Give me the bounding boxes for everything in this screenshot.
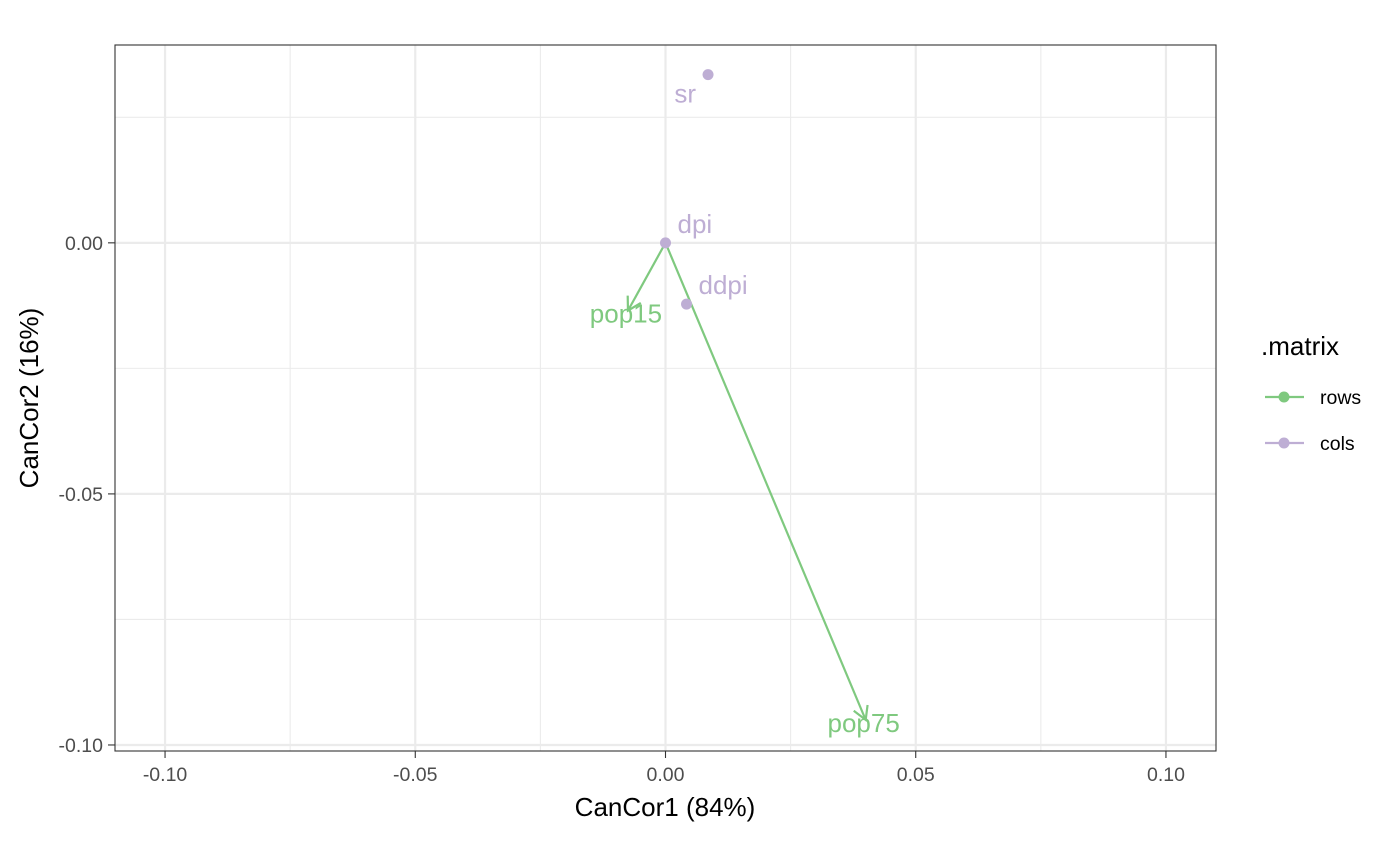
- point-labels: pop15 pop75 sr dpi ddpi: [590, 79, 900, 738]
- x-tick-label: 0.10: [1147, 764, 1185, 786]
- arrow-head-pop15: [626, 295, 642, 313]
- legend-title: .matrix: [1261, 331, 1339, 361]
- y-axis: -0.10 -0.05 0.00: [59, 233, 115, 757]
- x-tick-label: 0.05: [897, 764, 935, 786]
- point-sr: [702, 69, 714, 81]
- plot-marks: [626, 69, 869, 722]
- arrow-head-pop75: [853, 704, 869, 722]
- point-ddpi: [681, 298, 693, 310]
- legend: .matrix rows cols: [1261, 331, 1361, 455]
- point-label-ddpi: ddpi: [699, 270, 748, 300]
- point-dpi: [660, 237, 671, 249]
- legend-key-point-cols: [1278, 437, 1290, 449]
- arrow-shaft-pop75: [664, 242, 867, 721]
- x-axis: -0.10 -0.05 0.00 0.05 0.10: [143, 751, 1185, 786]
- legend-keys: rows cols: [1265, 387, 1361, 455]
- point-label-sr: sr: [674, 79, 696, 109]
- legend-entry-label-cols: cols: [1320, 433, 1355, 455]
- point-label-pop75: pop75: [828, 708, 900, 738]
- y-tick-label: -0.10: [59, 735, 104, 757]
- x-axis-title: CanCor1 (84%): [575, 792, 756, 822]
- point-label-pop15: pop15: [590, 299, 662, 329]
- arrow-shaft-pop15: [627, 242, 667, 312]
- x-tick-label: -0.05: [393, 764, 438, 786]
- major-gridlines: [115, 45, 1216, 751]
- y-axis-title: CanCor2 (16%): [14, 308, 44, 489]
- legend-key-point-rows: [1278, 391, 1290, 403]
- x-tick-label: -0.10: [143, 764, 188, 786]
- y-tick-label: -0.05: [59, 484, 104, 506]
- y-tick-label: 0.00: [65, 233, 103, 255]
- point-label-dpi: dpi: [678, 209, 713, 239]
- x-tick-label: 0.00: [647, 764, 685, 786]
- legend-entry-label-rows: rows: [1320, 387, 1361, 409]
